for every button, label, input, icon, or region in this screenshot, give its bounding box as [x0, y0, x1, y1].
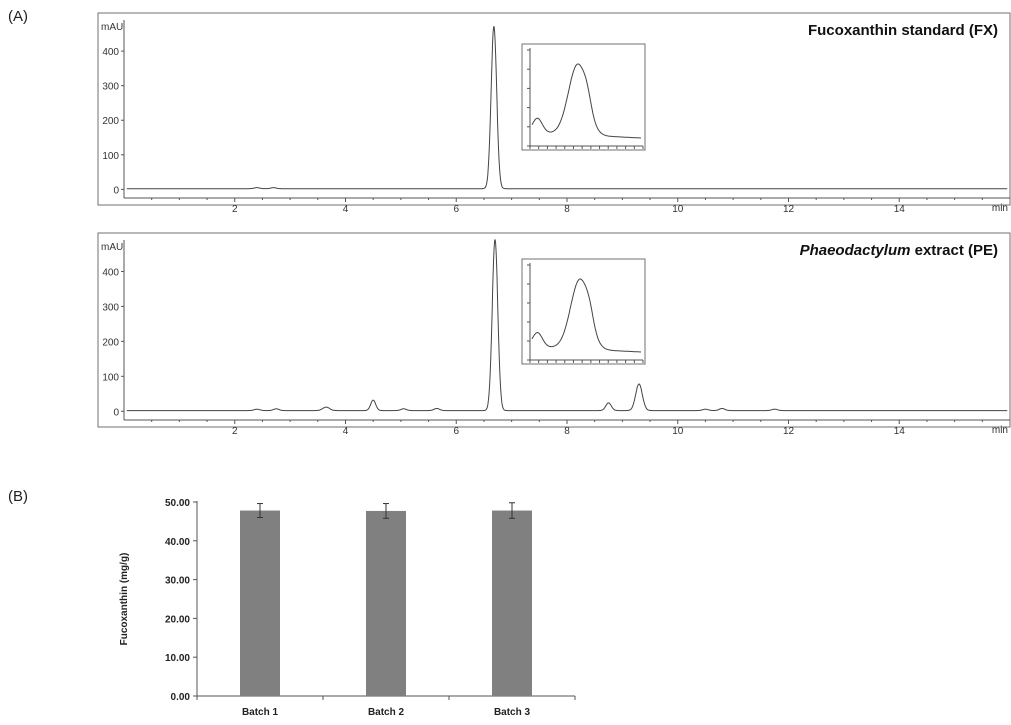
bar-y-tick-label: 50.00: [165, 498, 190, 509]
x-tick-label: 12: [783, 204, 795, 215]
bar-category-label: Batch 3: [494, 707, 531, 718]
x-tick-label: 6: [453, 426, 459, 437]
x-tick-label: 10: [672, 426, 684, 437]
inset-spectrum-trace: [531, 278, 641, 353]
x-tick-label: 10: [672, 204, 684, 215]
x-tick-label: 8: [564, 426, 570, 437]
y-tick-label: 400: [102, 267, 119, 278]
chromatogram-title: Fucoxanthin standard (FX): [808, 22, 998, 39]
x-tick-label: 2: [232, 426, 238, 437]
chromatogram-title: Phaeodactylum extract (PE): [800, 242, 998, 259]
chromatogram-1: 2 4 6 8 10 12 14 min 0 100 200 300 400 mAU Fucoxanthin…: [97, 12, 1011, 215]
bar-y-axis-label: Fucoxanthin (mg/g): [119, 553, 130, 646]
bar-y-tick-label: 10.00: [165, 653, 190, 664]
x-tick-label: 6: [453, 204, 459, 215]
y-tick-label: 100: [102, 151, 119, 162]
inset-spectrum-trace: [531, 63, 641, 139]
bar-y-tick-label: 20.00: [165, 614, 190, 625]
y-tick-label: 0: [113, 185, 119, 196]
panel-label-a: (A): [8, 8, 28, 25]
x-tick-label: 12: [783, 426, 795, 437]
y-tick-label: 200: [102, 116, 119, 127]
bar-y-tick-label: 0.00: [171, 692, 191, 703]
bar-category-label: Batch 1: [242, 707, 279, 718]
bar-category-label: Batch 2: [368, 707, 405, 718]
x-tick-label: 14: [894, 426, 906, 437]
bar-3: [492, 510, 532, 696]
chromatogram-frame: [97, 232, 1011, 428]
chromatogram-2: 2 4 6 8 10 12 14 min 0 100 200 300 400 mAU Phaeodactyl…: [97, 232, 1011, 437]
x-tick-label: 4: [343, 204, 349, 215]
y-tick-label: 300: [102, 302, 119, 313]
y-unit-label: mAU: [101, 242, 123, 253]
bar-chart: 0.00 10.00 20.00 30.00 40.00 50.00 Batch 1 Batc…: [119, 498, 576, 718]
inset-frame: [521, 43, 646, 151]
x-tick-label: 14: [894, 204, 906, 215]
y-tick-label: 300: [102, 82, 119, 93]
y-tick-label: 100: [102, 372, 119, 383]
y-tick-label: 200: [102, 337, 119, 348]
x-tick-label: 2: [232, 204, 238, 215]
x-unit-label: min: [992, 203, 1008, 214]
inset-frame: [521, 258, 646, 365]
chromatogram-trace: [126, 239, 1008, 412]
chromatogram-trace: [126, 25, 1008, 190]
bar-2: [366, 510, 406, 696]
bar-1: [240, 510, 280, 696]
chromatogram-frame: [97, 12, 1011, 206]
y-tick-label: 400: [102, 47, 119, 58]
x-tick-label: 4: [343, 426, 349, 437]
panel-label-b: (B): [8, 488, 28, 505]
x-unit-label: min: [992, 425, 1008, 436]
bar-y-tick-label: 30.00: [165, 576, 190, 587]
y-tick-label: 0: [113, 407, 119, 418]
x-tick-label: 8: [564, 204, 570, 215]
y-unit-label: mAU: [101, 22, 123, 33]
bar-y-tick-label: 40.00: [165, 537, 190, 548]
